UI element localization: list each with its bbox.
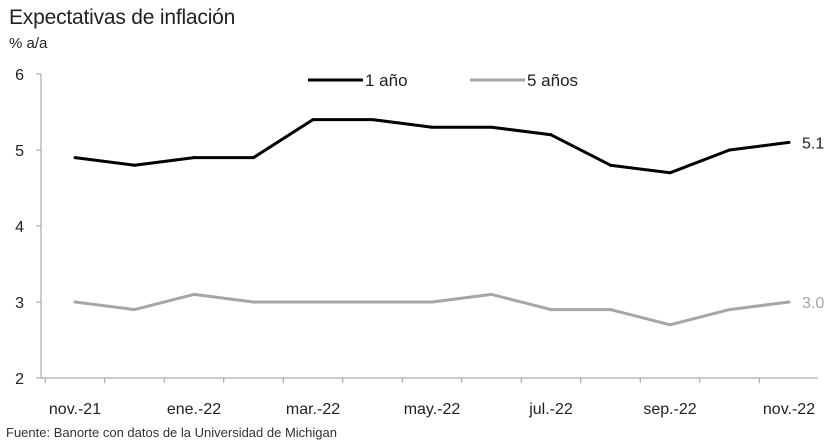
data-point: [549, 133, 553, 137]
y-tick-label: 4: [15, 219, 24, 236]
x-tick-label: nov.-22: [763, 401, 815, 418]
y-tick-label: 5: [15, 143, 24, 160]
chart-legend: 1 año 5 años: [308, 71, 578, 90]
source-note: Fuente: Banorte con datos de la Universi…: [6, 425, 337, 440]
data-point: [609, 308, 612, 312]
data-point: [133, 308, 136, 312]
data-point: [371, 118, 374, 122]
y-tick-label: 2: [15, 371, 24, 388]
data-point: [73, 300, 77, 304]
data-point: [73, 156, 77, 160]
data-point: [371, 300, 374, 304]
data-point: [192, 156, 196, 160]
data-point: [252, 300, 255, 304]
chart-axes: 2 3 4 5 6 nov.-21 ene.-22 mar.-22 may.-22 jul.-22…: [15, 67, 818, 418]
data-point: [192, 292, 196, 296]
y-unit-label: % a/a: [9, 35, 48, 52]
y-tick-label: 3: [15, 295, 24, 312]
data-point: [430, 125, 434, 129]
x-tick-label: mar.-22: [286, 401, 340, 418]
data-point: [252, 156, 255, 160]
legend-label: 5 años: [527, 71, 578, 90]
end-value-label: 3.0: [802, 295, 824, 312]
data-point: [549, 308, 553, 312]
data-point: [490, 292, 493, 296]
y-tick-label: 6: [15, 67, 24, 84]
data-point: [490, 125, 493, 129]
series-line-2: [74, 292, 790, 327]
data-point: [668, 171, 672, 175]
data-point: [668, 323, 672, 327]
data-point: [609, 163, 612, 167]
data-point: [430, 300, 434, 304]
x-tick-label: sep.-22: [643, 401, 696, 418]
end-value-label: 5.1: [802, 135, 824, 152]
chart-title: Expectativas de inflación: [9, 6, 236, 29]
data-point: [311, 118, 315, 122]
data-point: [787, 300, 791, 304]
data-point: [133, 163, 136, 167]
x-tick-label: ene.-22: [167, 401, 221, 418]
x-tick-label: may.-22: [404, 401, 461, 418]
x-tick-label: jul.-22: [528, 401, 573, 418]
data-point: [728, 308, 731, 312]
data-point: [728, 148, 731, 152]
data-point: [311, 300, 315, 304]
x-tick-label: nov.-21: [49, 401, 101, 418]
data-point: [787, 140, 791, 144]
chart-series: 5.1 3.0: [73, 118, 824, 327]
legend-label: 1 año: [365, 71, 408, 90]
